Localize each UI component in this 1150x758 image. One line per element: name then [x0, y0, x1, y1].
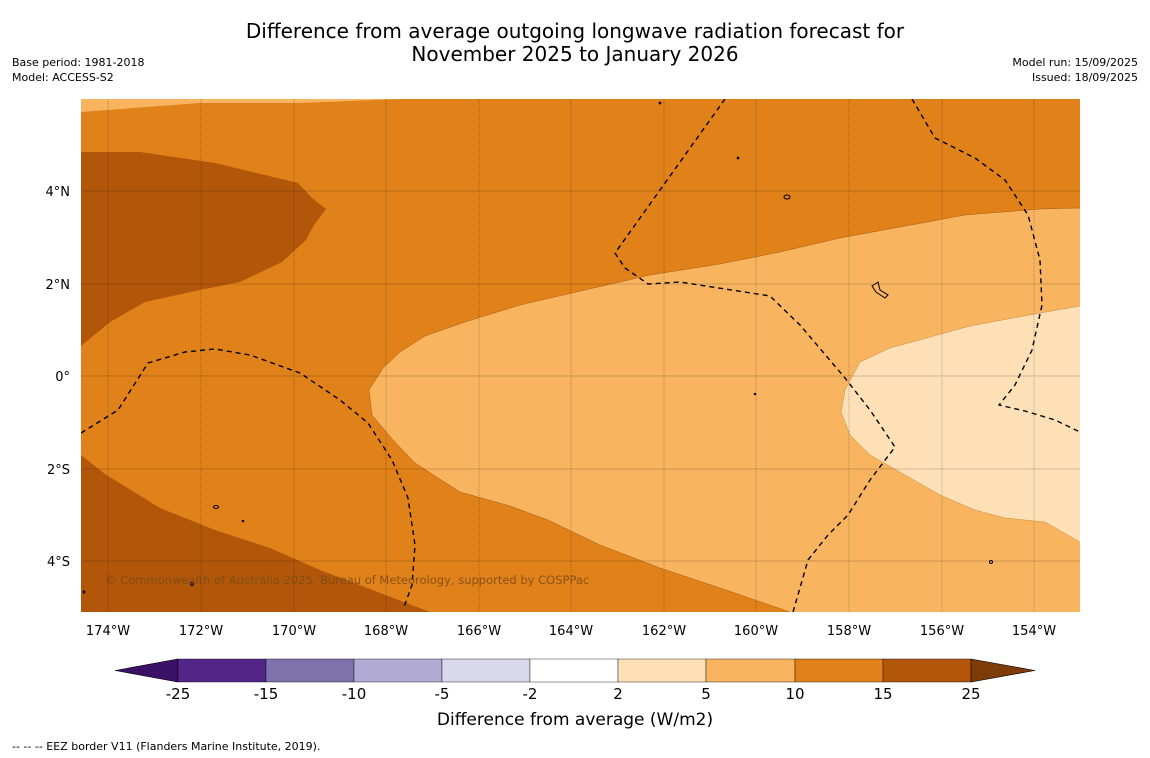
- colorbar-tick-label: -2: [523, 685, 538, 703]
- colorbar-segment: [705, 658, 796, 683]
- colorbar-segment: [617, 658, 707, 683]
- latitude-label: 2°S: [47, 463, 70, 478]
- longitude-label: 166°W: [457, 624, 501, 639]
- colorbar-tick-label: -10: [342, 685, 367, 703]
- island-small-b: [190, 582, 194, 586]
- longitude-label: 170°W: [272, 624, 316, 639]
- colorbar-extend-high: [970, 658, 1036, 683]
- colorbar-tick-label: 25: [961, 685, 980, 703]
- island-small-e: [736, 156, 740, 160]
- colorbar-segment: [441, 658, 531, 683]
- base-period: Base period: 1981-2018: [12, 56, 145, 69]
- island-small-c: [989, 560, 993, 564]
- island-small-a: [213, 505, 219, 509]
- latitude-label: 0°: [55, 370, 70, 385]
- longitude-label: 174°W: [86, 624, 130, 639]
- longitude-label: 154°W: [1012, 624, 1056, 639]
- colorbar-segment: [353, 658, 443, 683]
- colorbar-segment: [529, 658, 619, 683]
- colorbar-tick-label: 10: [785, 685, 804, 703]
- band-15-25-southwest: [81, 455, 430, 612]
- longitude-label: 158°W: [827, 624, 871, 639]
- colorbar-tick-label: -15: [254, 685, 279, 703]
- band-5-10-central: [369, 208, 1080, 612]
- map-title-line-2: November 2025 to January 2026: [411, 42, 739, 66]
- colorbar-extend-low: [114, 658, 179, 683]
- colorbar: -25 -15 -10 -5 -2 2 5 10 15 25: [114, 658, 1036, 703]
- longitude-label: 160°W: [734, 624, 778, 639]
- latitude-labels: 4°N 2°N 0° 2°S 4°S: [46, 185, 71, 570]
- island-small-g: [241, 519, 245, 523]
- eez-border-kiribati-west: [81, 348, 416, 608]
- island-small-h: [82, 590, 86, 594]
- colorbar-tick-label: 5: [701, 685, 711, 703]
- issued-date: Issued: 18/09/2025: [1031, 71, 1138, 84]
- longitude-label: 156°W: [920, 624, 964, 639]
- colorbar-segment: [265, 658, 355, 683]
- latitude-label: 4°S: [47, 555, 70, 570]
- island-kiritimati: [871, 281, 889, 299]
- contour-fill-layer: [81, 99, 1080, 612]
- island-small-d: [658, 101, 662, 105]
- colorbar-tick-label: 2: [613, 685, 623, 703]
- colorbar-segment: [882, 658, 972, 683]
- longitude-labels: 174°W 172°W 170°W 168°W 166°W 164°W 162°W 160°W…: [86, 624, 1056, 639]
- band-5-10-top-strip: [81, 99, 400, 112]
- eez-border-kiribati-line: [614, 99, 896, 612]
- longitude-label: 162°W: [642, 624, 686, 639]
- coastlines: [82, 101, 993, 594]
- longitude-label: 164°W: [549, 624, 593, 639]
- colorbar-tick-label: -25: [166, 685, 191, 703]
- eez-border-east: [911, 99, 1080, 433]
- latitude-label: 2°N: [46, 278, 71, 293]
- colorbar-title: Difference from average (W/m2): [436, 710, 714, 730]
- map-title-line-1: Difference from average outgoing longwav…: [245, 19, 905, 43]
- copyright-notice: © Commonwealth of Australia 2025, Bureau…: [105, 573, 589, 587]
- island-washington: [783, 194, 791, 200]
- graticule: [81, 99, 1080, 612]
- base-info: Base period: 1981-2018 Model: ACCESS-S2: [12, 55, 144, 85]
- run-info: Model run: 15/09/2025 Issued: 18/09/2025: [1012, 55, 1138, 85]
- island-small-f: [753, 392, 757, 396]
- eez-borders: [81, 99, 1080, 612]
- band-2-5-east: [841, 306, 1080, 542]
- colorbar-segment: [794, 658, 884, 683]
- model-run-date: Model run: 15/09/2025: [1012, 56, 1138, 69]
- model-name: Model: ACCESS-S2: [12, 71, 114, 84]
- colorbar-tick-label: -5: [435, 685, 450, 703]
- colorbar-segment: [177, 658, 267, 683]
- longitude-label: 172°W: [179, 624, 223, 639]
- band-15-25-northwest: [81, 152, 326, 346]
- longitude-label: 168°W: [364, 624, 408, 639]
- latitude-label: 4°N: [46, 185, 71, 200]
- eez-legend-note: -- -- -- EEZ border V11 (Flanders Marine…: [12, 740, 321, 753]
- colorbar-tick-label: 15: [873, 685, 892, 703]
